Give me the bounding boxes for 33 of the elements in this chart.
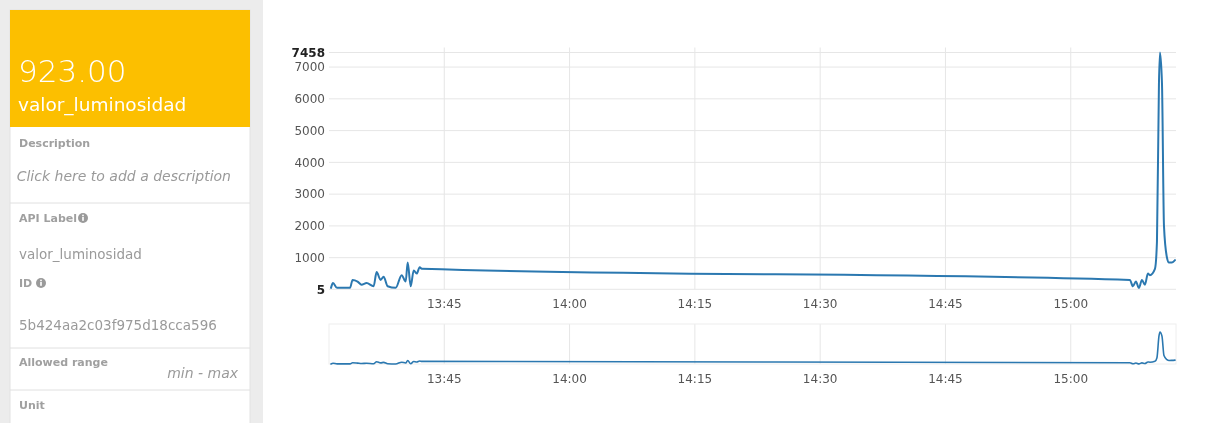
y-tick-label: 7000 <box>294 60 325 75</box>
text: API Label <box>19 212 78 225</box>
text: Description <box>19 137 91 150</box>
y-tick-label: 1000 <box>294 250 325 265</box>
y-tick-label: 3000 <box>294 187 325 202</box>
x-tick-label: 14:15 <box>677 297 713 312</box>
text: 923.00 <box>18 53 127 89</box>
y-tick-label: 6000 <box>294 92 325 107</box>
text: min - max <box>167 365 239 381</box>
x-tick-label: 14:00 <box>552 297 587 312</box>
y-tick-label: 2000 <box>294 219 325 234</box>
y-tick-label: 7458 <box>291 45 325 60</box>
y-tick-label: 4000 <box>294 155 325 170</box>
text: 5b424aa2c03f975d18cca596 <box>19 317 217 333</box>
x-tick-label: 14:45 <box>928 297 963 312</box>
y-tick-label: 5000 <box>294 123 325 138</box>
x-tick-label: 13:45 <box>426 372 462 386</box>
x-tick-label: 15:00 <box>1053 297 1089 312</box>
text: valor_luminosidad <box>19 246 142 262</box>
text: Allowed range <box>19 356 108 369</box>
text: valor_luminosidad <box>18 94 187 116</box>
y-tick-label: 5 <box>316 282 325 297</box>
x-tick-label: 14:15 <box>677 372 713 386</box>
x-tick-label: 14:45 <box>928 372 963 386</box>
line-series <box>330 51 1176 289</box>
text: Click here to add a description <box>16 168 231 184</box>
x-tick-label: 15:00 <box>1053 372 1089 386</box>
x-tick-label: 14:30 <box>802 297 838 312</box>
text: Unit <box>19 399 45 412</box>
x-tick-label: 13:45 <box>426 297 462 312</box>
x-tick-label: 14:00 <box>552 372 587 386</box>
text: ID <box>19 277 33 290</box>
x-tick-label: 14:30 <box>802 372 838 386</box>
